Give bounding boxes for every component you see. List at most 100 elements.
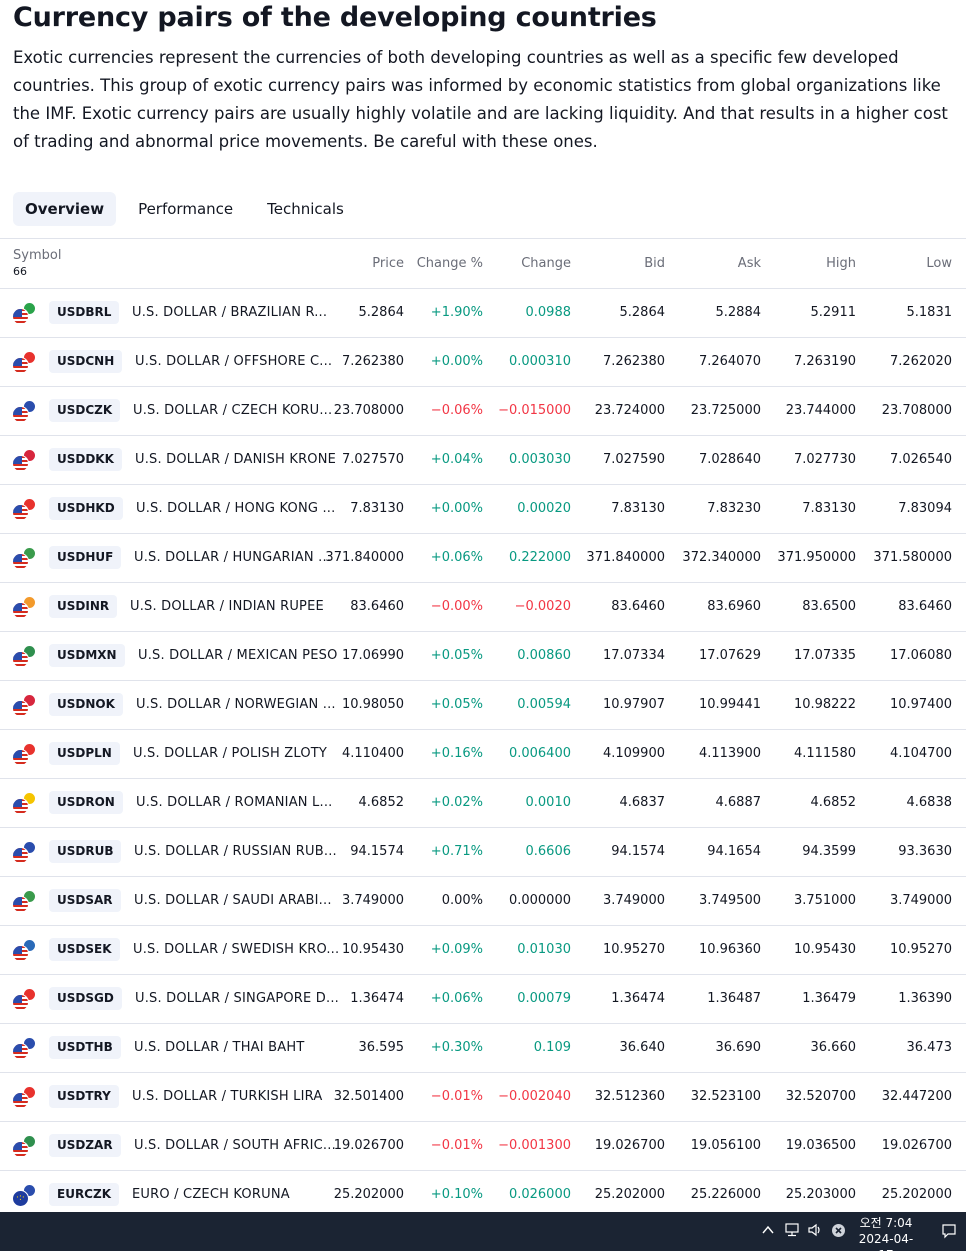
cell-price: 3.749000 [341, 893, 404, 908]
header-low[interactable]: Low [926, 256, 952, 271]
cell-change-pct: +0.30% [430, 1040, 483, 1055]
taskbar-clock[interactable]: 오전 7:04 2024-04-17 [858, 1215, 914, 1251]
cell-ask: 19.056100 [690, 1138, 761, 1153]
header-price[interactable]: Price [372, 256, 404, 271]
cell-change: −0.0020 [514, 599, 571, 614]
cell-ask: 7.83230 [707, 501, 761, 516]
table-row[interactable]: USDINR U.S. DOLLAR / INDIAN RUPEE 83.6460 −… [0, 583, 966, 632]
cell-bid: 371.840000 [586, 550, 665, 565]
table-row[interactable]: USDDKK U.S. DOLLAR / DANISH KRONE 7.027570… [0, 436, 966, 485]
table-row[interactable]: USDTRY U.S. DOLLAR / TURKISH LIRA 32.50140… [0, 1073, 966, 1122]
symbol-ticker[interactable]: USDHKD [49, 497, 123, 520]
cell-bid: 10.95270 [602, 942, 665, 957]
cell-change: 0.000000 [508, 893, 571, 908]
cell-low: 93.3630 [898, 844, 952, 859]
cell-change-pct: +0.05% [430, 648, 483, 663]
currency-flag-icon [12, 988, 38, 1012]
symbol-ticker[interactable]: USDTHB [49, 1036, 121, 1059]
cell-price: 19.026700 [333, 1138, 404, 1153]
table-row[interactable]: USDHKD U.S. DOLLAR / HONG KONG ... 7.83130… [0, 485, 966, 534]
table-row[interactable]: USDRUB U.S. DOLLAR / RUSSIAN RUB... 94.157… [0, 828, 966, 877]
cell-price: 4.6852 [358, 795, 405, 810]
table-row[interactable]: USDSGD U.S. DOLLAR / SINGAPORE D... 1.3647… [0, 975, 966, 1024]
symbol-ticker[interactable]: USDPLN [49, 742, 120, 765]
table-row[interactable]: USDMXN U.S. DOLLAR / MEXICAN PESO 17.06990… [0, 632, 966, 681]
cell-high: 25.203000 [785, 1187, 856, 1202]
symbol-ticker[interactable]: USDRON [49, 791, 123, 814]
chevron-up-icon[interactable] [761, 1223, 775, 1241]
header-symbol[interactable]: Symbol [13, 248, 62, 263]
cell-ask: 4.113900 [698, 746, 761, 761]
header-bid[interactable]: Bid [644, 256, 665, 271]
cell-bid: 32.512360 [594, 1089, 665, 1104]
table-row[interactable]: USDPLN U.S. DOLLAR / POLISH ZLOTY 4.110400… [0, 730, 966, 779]
network-icon[interactable] [784, 1223, 800, 1241]
cell-bid: 23.724000 [594, 403, 665, 418]
table-row[interactable]: USDCNH U.S. DOLLAR / OFFSHORE C... 7.26238… [0, 338, 966, 387]
symbol-ticker[interactable]: USDTRY [49, 1085, 119, 1108]
symbol-ticker[interactable]: USDCNH [49, 350, 123, 373]
tab-performance[interactable]: Performance [138, 200, 234, 218]
table-row[interactable]: USDBRL U.S. DOLLAR / BRAZILIAN R... 5.2864… [0, 289, 966, 338]
close-circle-icon[interactable] [831, 1223, 846, 1242]
cell-ask: 23.725000 [690, 403, 761, 418]
header-change-pct[interactable]: Change % [416, 256, 483, 271]
symbol-ticker[interactable]: USDRUB [49, 840, 122, 863]
symbol-ticker[interactable]: EURCZK [49, 1183, 119, 1206]
us-flag-icon [12, 1141, 29, 1158]
tab-technicals[interactable]: Technicals [267, 200, 344, 218]
symbol-ticker[interactable]: USDINR [49, 595, 118, 618]
header-change[interactable]: Change [521, 256, 571, 271]
table-row[interactable]: USDNOK U.S. DOLLAR / NORWEGIAN ... 10.9805… [0, 681, 966, 730]
currency-flag-icon [12, 841, 38, 865]
cell-low: 10.95270 [889, 942, 952, 957]
table-row[interactable]: USDZAR U.S. DOLLAR / SOUTH AFRIC... 19.026… [0, 1122, 966, 1171]
cell-change-pct: +0.16% [430, 746, 483, 761]
cell-change: 0.00020 [517, 501, 571, 516]
table-row[interactable]: USDTHB U.S. DOLLAR / THAI BAHT 36.595 +0.30… [0, 1024, 966, 1073]
table-row[interactable]: USDRON U.S. DOLLAR / ROMANIAN L... 4.6852 +… [0, 779, 966, 828]
symbol-ticker[interactable]: USDSAR [49, 889, 121, 912]
symbol-description: EURO / CZECH KORUNA [132, 1187, 290, 1202]
symbol-ticker[interactable]: USDMXN [49, 644, 125, 667]
cell-bid: 83.6460 [611, 599, 665, 614]
cell-ask: 7.264070 [698, 354, 761, 369]
cell-high: 1.36479 [802, 991, 856, 1006]
cell-low: 4.104700 [889, 746, 952, 761]
cell-change: 0.000310 [508, 354, 571, 369]
header-ask[interactable]: Ask [737, 256, 761, 271]
currency-flag-icon [12, 890, 38, 914]
symbol-ticker[interactable]: USDHUF [49, 546, 122, 569]
table-row[interactable]: USDSAR U.S. DOLLAR / SAUDI ARABI... 3.7490… [0, 877, 966, 926]
cell-change-pct: +0.10% [430, 1187, 483, 1202]
us-flag-icon [12, 945, 29, 962]
symbol-ticker[interactable]: USDBRL [49, 301, 120, 324]
currency-flag-icon [12, 1086, 38, 1110]
cell-high: 7.83130 [802, 501, 856, 516]
cell-bid: 36.640 [619, 1040, 666, 1055]
currency-flag-icon [12, 596, 38, 620]
table-row[interactable]: USDHUF U.S. DOLLAR / HUNGARIAN ... 371.840… [0, 534, 966, 583]
header-high[interactable]: High [826, 256, 856, 271]
windows-taskbar: 오전 7:04 2024-04-17 [0, 1212, 966, 1251]
symbol-ticker[interactable]: USDNOK [49, 693, 123, 716]
symbol-description: U.S. DOLLAR / ROMANIAN L... [136, 795, 333, 810]
volume-icon[interactable] [807, 1223, 823, 1241]
symbol-ticker[interactable]: USDZAR [49, 1134, 121, 1157]
table-row[interactable]: USDSEK U.S. DOLLAR / SWEDISH KRO... 10.954… [0, 926, 966, 975]
symbol-ticker[interactable]: USDSEK [49, 938, 120, 961]
cell-change: 0.0988 [525, 305, 572, 320]
notification-icon[interactable] [941, 1223, 957, 1243]
symbol-ticker[interactable]: USDSGD [49, 987, 122, 1010]
cell-ask: 3.749500 [698, 893, 761, 908]
cell-change: 0.109 [533, 1040, 571, 1055]
cell-high: 10.98222 [793, 697, 856, 712]
cell-price: 25.202000 [333, 1187, 404, 1202]
symbol-description: U.S. DOLLAR / HUNGARIAN ... [134, 550, 332, 565]
table-row[interactable]: USDCZK U.S. DOLLAR / CZECH KORU... 23.7080… [0, 387, 966, 436]
symbol-ticker[interactable]: USDDKK [49, 448, 122, 471]
cell-change-pct: +0.04% [430, 452, 483, 467]
cell-change-pct: +0.05% [430, 697, 483, 712]
symbol-ticker[interactable]: USDCZK [49, 399, 121, 422]
tab-overview[interactable]: Overview [13, 192, 117, 226]
